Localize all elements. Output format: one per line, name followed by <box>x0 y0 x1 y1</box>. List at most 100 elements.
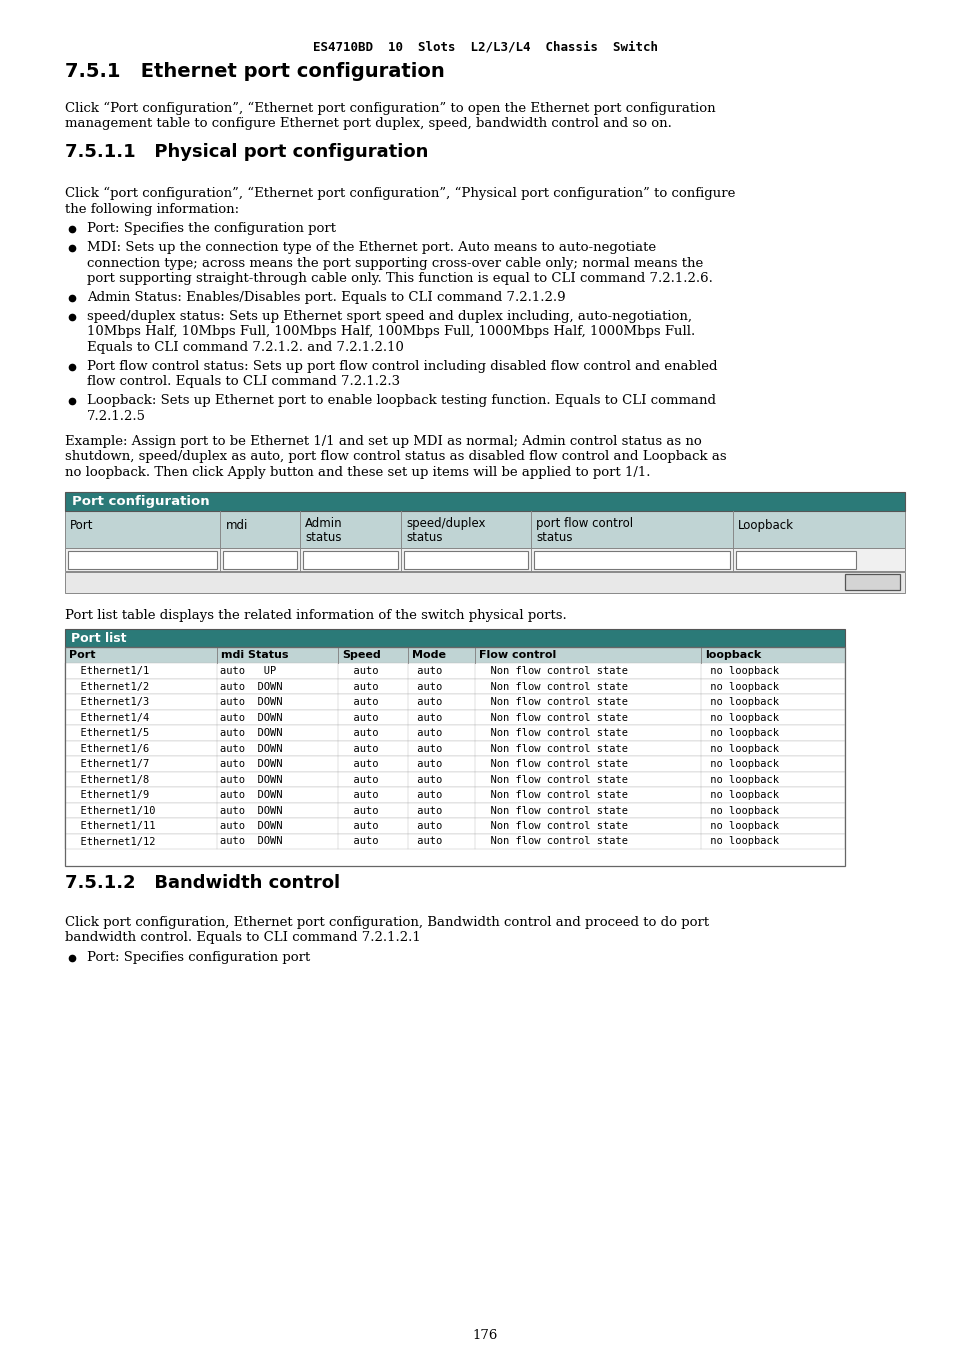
Text: no loopback ▾: no loopback ▾ <box>739 557 816 566</box>
Text: management table to configure Ethernet port duplex, speed, bandwidth control and: management table to configure Ethernet p… <box>65 118 671 131</box>
Text: Ethernet1/11: Ethernet1/11 <box>68 821 155 831</box>
Text: auto: auto <box>340 712 378 723</box>
Text: shutdown, speed/duplex as auto, port flow control status as disabled flow contro: shutdown, speed/duplex as auto, port flo… <box>65 450 726 463</box>
Text: Invalid flow control ▾: Invalid flow control ▾ <box>537 557 667 566</box>
Bar <box>534 551 729 569</box>
Bar <box>65 802 844 817</box>
Text: auto: auto <box>340 681 378 692</box>
Text: no loopback: no loopback <box>703 790 778 800</box>
Bar <box>65 678 844 694</box>
Text: no loopback: no loopback <box>703 712 778 723</box>
Text: no loopback: no loopback <box>703 681 778 692</box>
Text: auto: auto <box>411 728 442 738</box>
Bar <box>65 647 844 866</box>
Text: Apply: Apply <box>855 576 888 589</box>
Text: auto  DOWN: auto DOWN <box>220 712 282 723</box>
Text: auto  DOWN: auto DOWN <box>220 728 282 738</box>
Text: Ethernet1/6: Ethernet1/6 <box>68 743 149 754</box>
Text: speed/duplex status: Sets up Ethernet sport speed and duplex including, auto-neg: speed/duplex status: Sets up Ethernet sp… <box>87 309 691 323</box>
Text: Mode: Mode <box>412 650 446 661</box>
Bar <box>65 788 844 802</box>
Text: mdi Status: mdi Status <box>221 650 289 661</box>
Text: auto: auto <box>340 805 378 816</box>
Text: auto: auto <box>340 697 378 707</box>
Text: speed/duplex: speed/duplex <box>406 517 485 531</box>
Text: Non flow control state: Non flow control state <box>477 821 627 831</box>
Text: auto: auto <box>411 821 442 831</box>
Text: status: status <box>406 531 442 544</box>
Text: no loopback: no loopback <box>703 743 778 754</box>
Text: 7.5.1.1   Physical port configuration: 7.5.1.1 Physical port configuration <box>65 143 428 161</box>
Text: Non flow control state: Non flow control state <box>477 681 627 692</box>
Bar <box>65 647 844 663</box>
Bar <box>65 817 844 834</box>
Text: 10Mbps Half, 10Mbps Full, 100Mbps Half, 100Mbps Full, 1000Mbps Half, 1000Mbps Fu: 10Mbps Half, 10Mbps Full, 100Mbps Half, … <box>87 326 695 339</box>
Text: Non flow control state: Non flow control state <box>477 836 627 847</box>
Text: auto: auto <box>411 805 442 816</box>
Text: Non flow control state: Non flow control state <box>477 697 627 707</box>
Text: Ethernet1/1: Ethernet1/1 <box>68 666 149 676</box>
Bar <box>303 551 397 569</box>
Text: Ethernet1/1 ▾: Ethernet1/1 ▾ <box>71 557 149 566</box>
Text: Admin Status: Enables/Disables port. Equals to CLI command 7.2.1.2.9: Admin Status: Enables/Disables port. Equ… <box>87 290 565 304</box>
Text: Port: Specifies the configuration port: Port: Specifies the configuration port <box>87 222 335 235</box>
Text: no loopback: no loopback <box>703 805 778 816</box>
Text: Port configuration: Port configuration <box>71 496 210 508</box>
Text: Non flow control state: Non flow control state <box>477 728 627 738</box>
Text: no loopback: no loopback <box>703 759 778 769</box>
Bar <box>223 551 297 569</box>
Bar <box>65 663 844 678</box>
Text: Non flow control state: Non flow control state <box>477 759 627 769</box>
Bar <box>844 574 899 590</box>
Text: auto  DOWN: auto DOWN <box>220 759 282 769</box>
Text: auto  DOWN: auto DOWN <box>220 681 282 692</box>
Text: port flow control: port flow control <box>536 517 633 531</box>
Text: auto: auto <box>340 821 378 831</box>
Text: auto   UP: auto UP <box>220 666 276 676</box>
Text: Ethernet1/7: Ethernet1/7 <box>68 759 149 769</box>
Text: Non flow control state: Non flow control state <box>477 666 627 676</box>
Text: MDI: Sets up the connection type of the Ethernet port. Auto means to auto-negoti: MDI: Sets up the connection type of the … <box>87 240 656 254</box>
Text: ES4710BD  10  Slots  L2/L3/L4  Chassis  Switch: ES4710BD 10 Slots L2/L3/L4 Chassis Switc… <box>313 41 657 53</box>
Text: no loopback: no loopback <box>703 728 778 738</box>
Text: Non flow control state: Non flow control state <box>477 712 627 723</box>
Text: Ethernet1/5: Ethernet1/5 <box>68 728 149 738</box>
Text: auto          ▾: auto ▾ <box>408 557 496 566</box>
Text: loopback: loopback <box>704 650 760 661</box>
Text: Speed: Speed <box>341 650 380 661</box>
Text: auto  DOWN: auto DOWN <box>220 743 282 754</box>
Text: auto: auto <box>340 790 378 800</box>
Text: auto: auto <box>411 743 442 754</box>
Text: no loopback: no loopback <box>703 697 778 707</box>
Text: Equals to CLI command 7.2.1.2. and 7.2.1.2.10: Equals to CLI command 7.2.1.2. and 7.2.1… <box>87 340 403 354</box>
Text: auto: auto <box>411 697 442 707</box>
Text: auto: auto <box>411 666 442 676</box>
Bar <box>65 492 904 511</box>
Bar <box>403 551 528 569</box>
Bar <box>65 709 844 725</box>
Text: Click “port configuration”, “Ethernet port configuration”, “Physical port config: Click “port configuration”, “Ethernet po… <box>65 186 735 200</box>
Text: connection type; across means the port supporting cross-over cable only; normal : connection type; across means the port s… <box>87 257 702 269</box>
Bar <box>65 549 904 571</box>
Bar <box>65 571 904 593</box>
Text: auto: auto <box>340 743 378 754</box>
Text: Ethernet1/12: Ethernet1/12 <box>68 836 155 847</box>
Text: auto  DOWN: auto DOWN <box>220 805 282 816</box>
Text: Ethernet1/2: Ethernet1/2 <box>68 681 149 692</box>
Bar <box>65 694 844 709</box>
Text: auto  DOWN: auto DOWN <box>220 790 282 800</box>
Text: auto: auto <box>411 790 442 800</box>
Bar <box>65 725 844 740</box>
Text: Ethernet1/3: Ethernet1/3 <box>68 697 149 707</box>
Text: Loopback: Loopback <box>737 519 793 532</box>
Text: 7.5.1   Ethernet port configuration: 7.5.1 Ethernet port configuration <box>65 62 444 81</box>
Text: auto  DOWN: auto DOWN <box>220 774 282 785</box>
Text: no loopback: no loopback <box>703 836 778 847</box>
Text: no shutdown ▾: no shutdown ▾ <box>307 557 383 566</box>
Text: auto: auto <box>340 728 378 738</box>
Text: no loopback: no loopback <box>703 666 778 676</box>
Text: auto: auto <box>340 774 378 785</box>
Text: Port list: Port list <box>71 632 127 646</box>
Text: Non flow control state: Non flow control state <box>477 774 627 785</box>
Text: auto: auto <box>411 836 442 847</box>
